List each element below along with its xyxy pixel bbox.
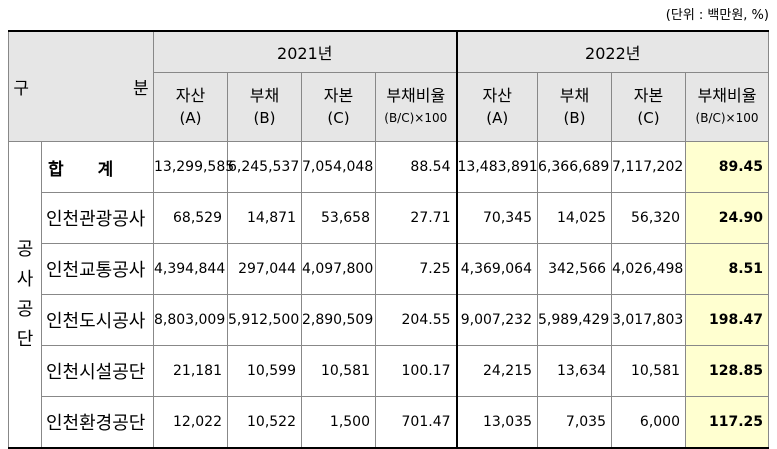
table-row: 인천교통공사 4,394,844 297,044 4,097,800 7.25 … xyxy=(9,243,770,295)
year-2022-header: 2022년 xyxy=(455,30,770,73)
table-cell: 53,658 xyxy=(301,192,376,244)
table-cell: 1,500 xyxy=(301,396,376,449)
unit-note: (단위 : 백만원, %) xyxy=(665,8,769,23)
table-cell: 6,366,689 xyxy=(537,141,613,193)
table-row: 인천환경공단 12,022 10,522 1,500 701.47 13,035… xyxy=(9,396,770,449)
table-cell: 24,215 xyxy=(455,345,539,397)
table-cell: 14,025 xyxy=(537,192,613,244)
table-cell: 13,483,891 xyxy=(455,141,539,193)
table-cell: 13,634 xyxy=(537,345,613,397)
table-cell: 701.47 xyxy=(374,396,458,449)
table-cell: 10,581 xyxy=(611,345,687,397)
table-cell: 4,026,498 xyxy=(611,243,687,295)
table-row: 인천시설공단 21,181 10,599 10,581 100.17 24,21… xyxy=(9,345,770,397)
table-cell: 2,890,509 xyxy=(301,294,376,346)
table-cell: 6,000 xyxy=(611,396,687,449)
table-cell: 297,044 xyxy=(227,243,302,295)
table-cell: 342,566 xyxy=(537,243,613,295)
table-cell: 4,097,800 xyxy=(301,243,376,295)
col-debt-2021: 부채 (B) xyxy=(227,72,302,142)
table-cell-highlight: 24.90 xyxy=(685,192,770,244)
col-debt-2022: 부채 (B) xyxy=(537,72,613,142)
table-cell: 7,054,048 xyxy=(301,141,376,193)
table-cell: 56,320 xyxy=(611,192,687,244)
category-header-a: 구 xyxy=(13,79,29,99)
table-cell: 13,299,585 xyxy=(153,141,234,193)
col-assets-2022: 자산 (A) xyxy=(455,72,539,142)
table-cell: 5,912,500 xyxy=(227,294,302,346)
col-capital-2021: 자본 (C) xyxy=(301,72,376,142)
col-assets-2021: 자산 (A) xyxy=(153,72,228,142)
table-cell-highlight: 117.25 xyxy=(685,396,770,449)
row-name: 인천관광공사 xyxy=(41,192,154,244)
table-cell: 70,345 xyxy=(455,192,539,244)
table-cell: 68,529 xyxy=(153,192,228,244)
table-cell: 9,007,232 xyxy=(455,294,539,346)
table-cell: 4,394,844 xyxy=(153,243,228,295)
table-row: 인천관광공사 68,529 14,871 53,658 27.71 70,345… xyxy=(9,192,770,244)
col-capital-2022: 자본 (C) xyxy=(611,72,687,142)
table-cell: 5,989,429 xyxy=(537,294,613,346)
table-cell: 12,022 xyxy=(153,396,228,449)
year-2021-header: 2021년 xyxy=(152,30,458,73)
table-cell: 27.71 xyxy=(374,192,458,244)
table-cell-highlight: 128.85 xyxy=(685,345,770,397)
col-ratio-2022: 부채비율 (B/C)×100 xyxy=(685,72,770,142)
row-name: 인천교통공사 xyxy=(41,243,154,295)
row-name: 인천시설공단 xyxy=(41,345,154,397)
category-header-b: 분 xyxy=(133,79,149,99)
table-cell: 204.55 xyxy=(374,294,458,346)
row-name: 인천환경공단 xyxy=(41,396,154,449)
table-cell: 7.25 xyxy=(374,243,458,295)
table-cell: 7,117,202 xyxy=(611,141,687,193)
table-cell-highlight: 89.45 xyxy=(685,141,770,193)
table-cell: 21,181 xyxy=(153,345,228,397)
col-ratio-2021: 부채비율 (B/C)×100 xyxy=(374,72,458,142)
table-cell: 7,035 xyxy=(537,396,613,449)
table-cell: 6,245,537 xyxy=(227,141,302,193)
table-cell: 100.17 xyxy=(374,345,458,397)
table-cell-highlight: 198.47 xyxy=(685,294,770,346)
row-name: 인천도시공사 xyxy=(41,294,154,346)
table-cell: 14,871 xyxy=(227,192,302,244)
table-cell: 10,522 xyxy=(227,396,302,449)
table-cell: 88.54 xyxy=(374,141,458,193)
table-cell: 8,803,009 xyxy=(153,294,228,346)
table-cell: 10,581 xyxy=(301,345,376,397)
table-row: 인천도시공사 8,803,009 5,912,500 2,890,509 204… xyxy=(9,294,770,346)
table-cell: 13,035 xyxy=(455,396,539,449)
table-cell: 4,369,064 xyxy=(455,243,539,295)
table-cell: 10,599 xyxy=(227,345,302,397)
table-cell: 3,017,803 xyxy=(611,294,687,346)
table-cell-highlight: 8.51 xyxy=(685,243,770,295)
